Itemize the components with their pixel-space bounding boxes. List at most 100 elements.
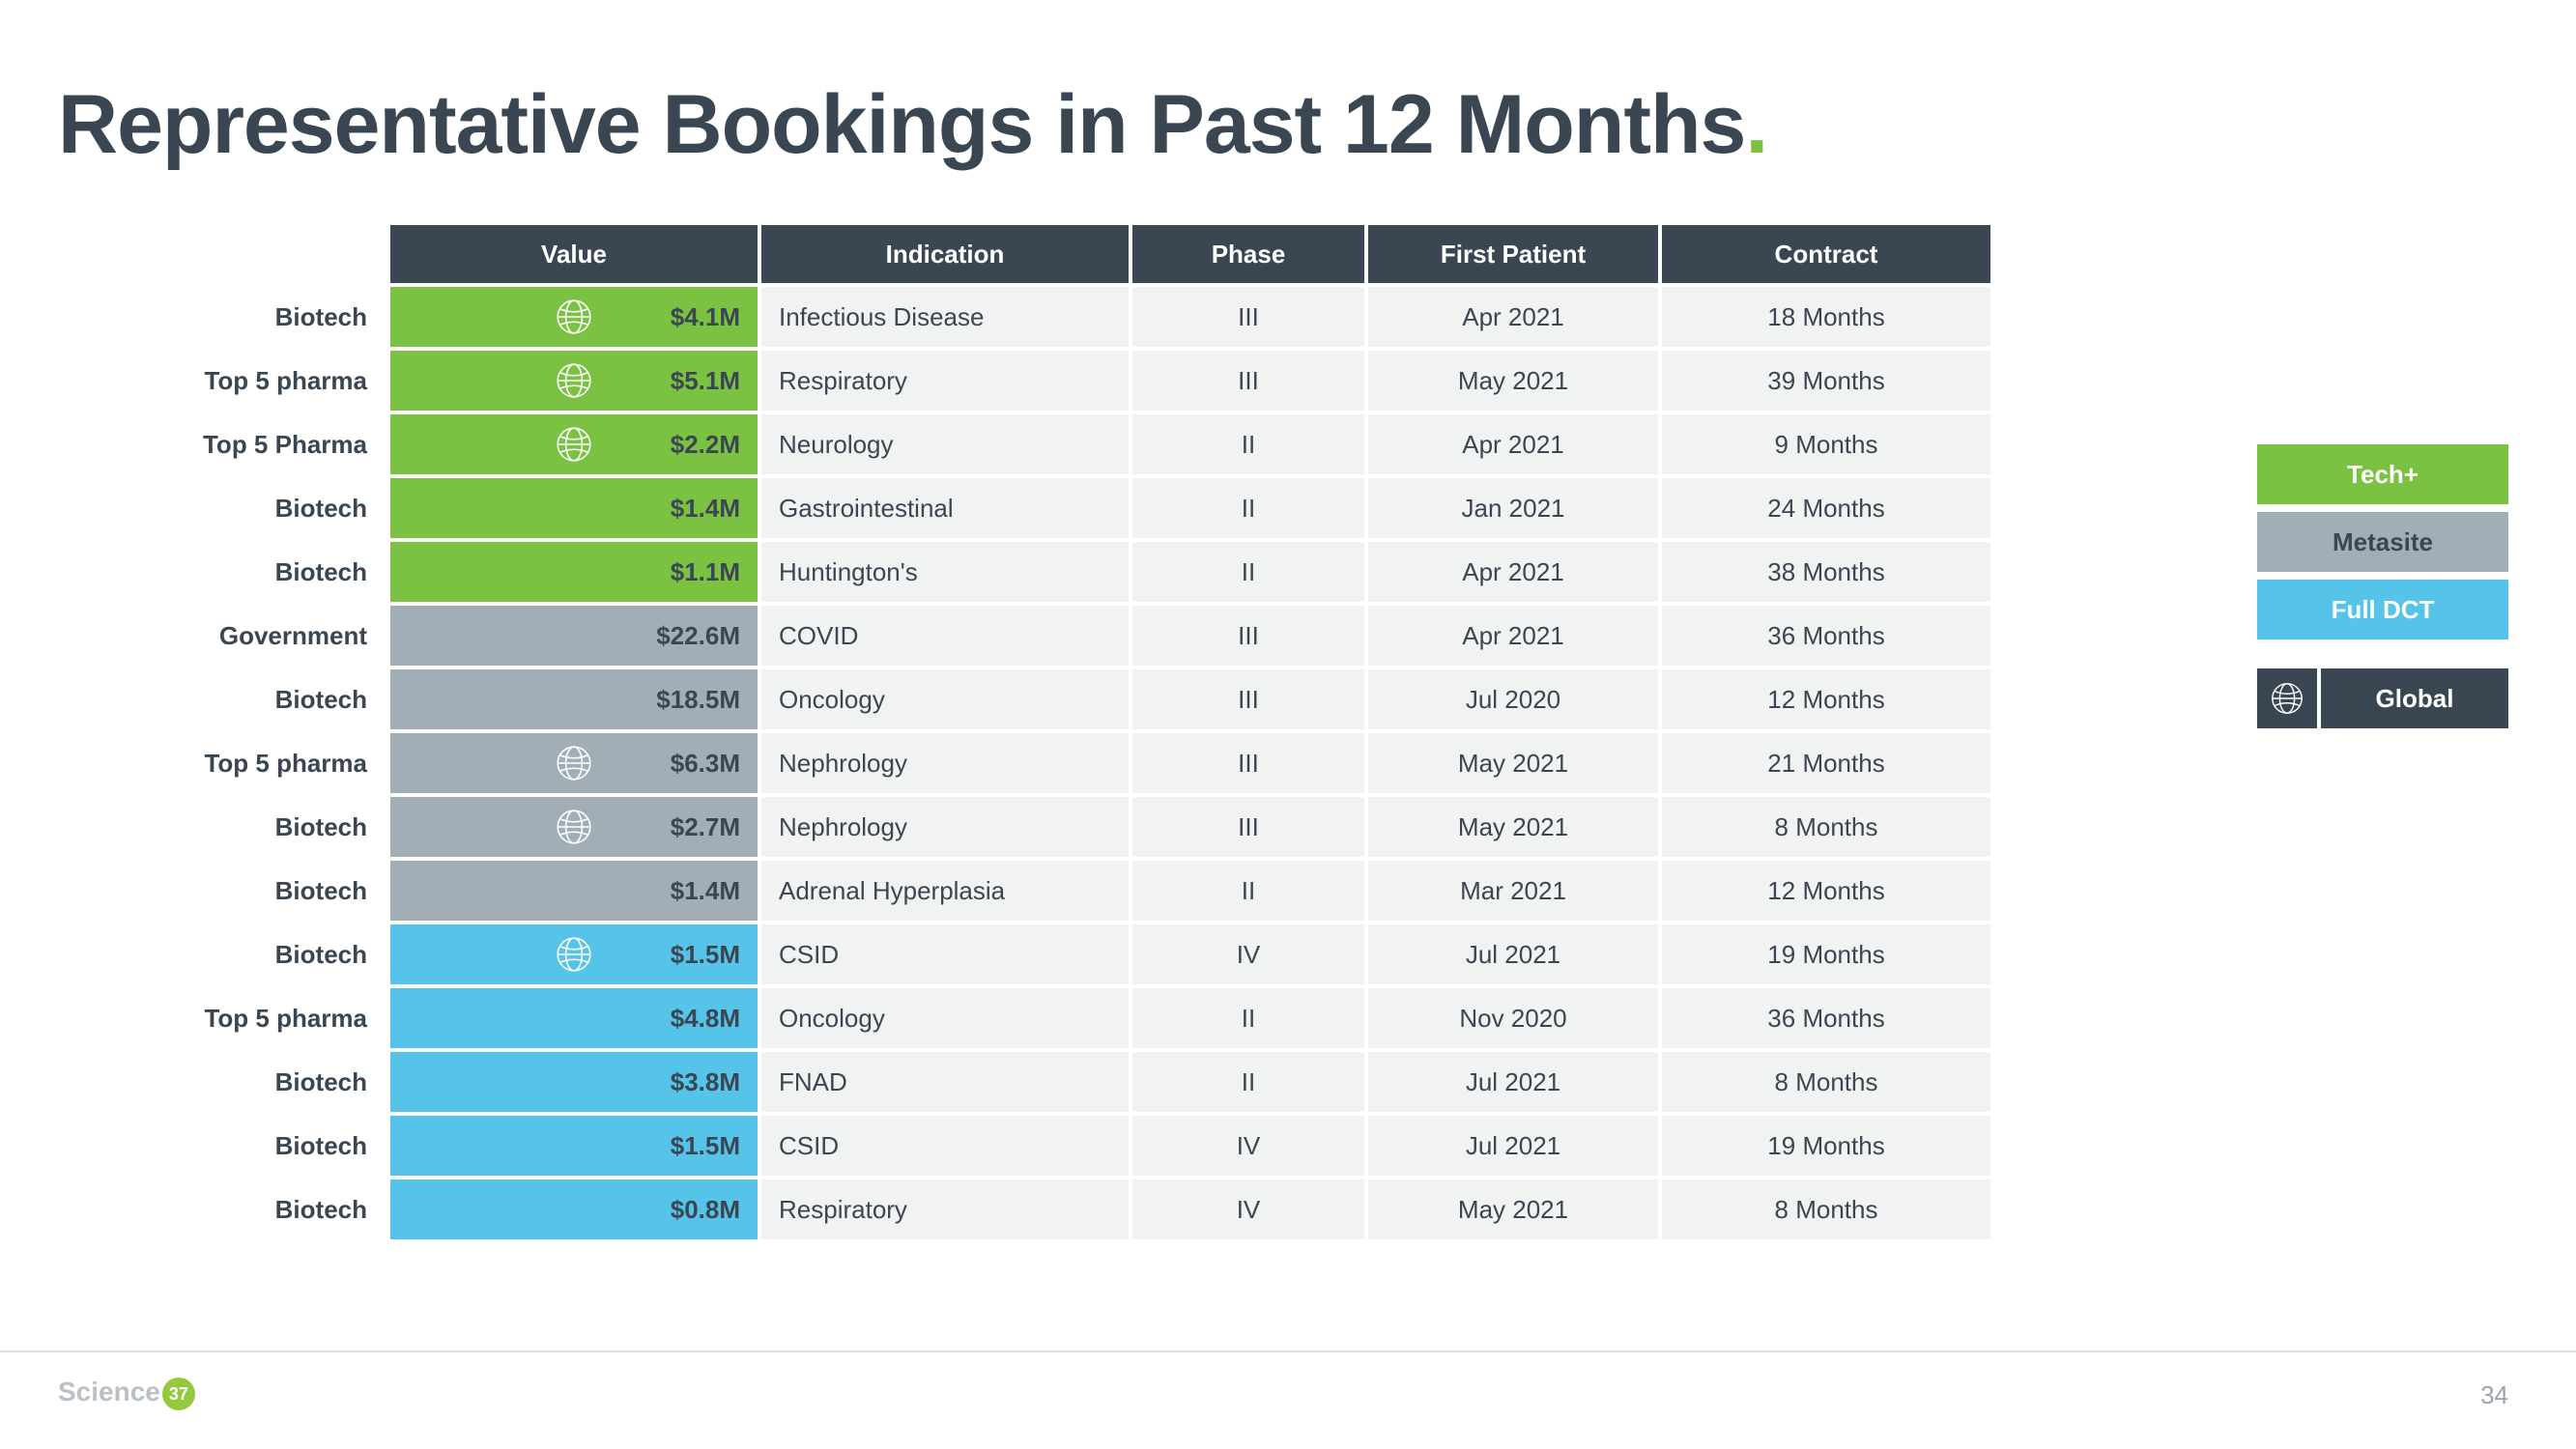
- value-cell: $3.8M: [390, 1052, 758, 1112]
- footer-divider: [0, 1350, 2576, 1352]
- indication-cell: Infectious Disease: [761, 287, 1129, 347]
- legend: Tech+ Metasite Full DCT Global: [2257, 444, 2508, 728]
- row-label: Top 5 pharma: [58, 349, 386, 412]
- contract-cell: 19 Months: [1662, 924, 1990, 984]
- contract-cell: 12 Months: [1662, 861, 1990, 921]
- globe-icon: [554, 934, 594, 975]
- value-cell: $18.5M: [390, 669, 758, 729]
- row-label: Top 5 Pharma: [58, 412, 386, 476]
- contract-cell: 19 Months: [1662, 1116, 1990, 1176]
- indication-cell: FNAD: [761, 1052, 1129, 1112]
- column-header: Indication: [761, 225, 1129, 283]
- phase-cell: III: [1132, 797, 1364, 857]
- value-cell: $5.1M: [390, 351, 758, 411]
- indication-cell: Oncology: [761, 669, 1129, 729]
- page-title: Representative Bookings in Past 12 Month…: [58, 77, 2518, 173]
- first-patient-cell: Jan 2021: [1368, 478, 1658, 538]
- globe-icon: [554, 360, 594, 401]
- indication-cell: COVID: [761, 606, 1129, 666]
- globe-icon: [554, 743, 594, 783]
- indication-cell: Gastrointestinal: [761, 478, 1129, 538]
- value-cell: $0.8M: [390, 1179, 758, 1239]
- table-row: $5.1MRespiratoryIIIMay 202139 Months: [390, 351, 1990, 411]
- value-cell: $1.4M: [390, 861, 758, 921]
- contract-cell: 21 Months: [1662, 733, 1990, 793]
- row-label: Biotech: [58, 1050, 386, 1114]
- legend-tech: Tech+: [2257, 444, 2508, 504]
- phase-cell: III: [1132, 733, 1364, 793]
- globe-icon: [554, 424, 594, 465]
- logo-text: Science: [58, 1377, 160, 1406]
- phase-cell: III: [1132, 669, 1364, 729]
- value-cell: $1.5M: [390, 1116, 758, 1176]
- row-label: Biotech: [58, 795, 386, 859]
- phase-cell: III: [1132, 351, 1364, 411]
- row-label: Biotech: [58, 923, 386, 986]
- indication-cell: Respiratory: [761, 351, 1129, 411]
- phase-cell: II: [1132, 542, 1364, 602]
- indication-cell: Neurology: [761, 414, 1129, 474]
- first-patient-cell: Mar 2021: [1368, 861, 1658, 921]
- globe-icon: [554, 297, 594, 337]
- row-label: Biotech: [58, 540, 386, 604]
- contract-cell: 8 Months: [1662, 797, 1990, 857]
- contract-cell: 9 Months: [1662, 414, 1990, 474]
- value-cell: $1.1M: [390, 542, 758, 602]
- indication-cell: Oncology: [761, 988, 1129, 1048]
- indication-cell: CSID: [761, 1116, 1129, 1176]
- first-patient-cell: May 2021: [1368, 733, 1658, 793]
- row-label: Biotech: [58, 285, 386, 349]
- value-cell: $2.7M: [390, 797, 758, 857]
- table-row: $1.4MAdrenal HyperplasiaIIMar 202112 Mon…: [390, 861, 1990, 921]
- value-cell: $4.8M: [390, 988, 758, 1048]
- column-header: First Patient: [1368, 225, 1658, 283]
- contract-cell: 39 Months: [1662, 351, 1990, 411]
- table-row: $3.8MFNADIIJul 20218 Months: [390, 1052, 1990, 1112]
- bookings-table: BiotechTop 5 pharmaTop 5 PharmaBiotechBi…: [58, 221, 1994, 1243]
- phase-cell: II: [1132, 414, 1364, 474]
- row-label: Top 5 pharma: [58, 731, 386, 795]
- phase-cell: IV: [1132, 1179, 1364, 1239]
- first-patient-cell: May 2021: [1368, 1179, 1658, 1239]
- globe-icon: [2257, 668, 2317, 728]
- contract-cell: 36 Months: [1662, 606, 1990, 666]
- row-label: Biotech: [58, 1178, 386, 1241]
- first-patient-cell: Apr 2021: [1368, 414, 1658, 474]
- first-patient-cell: Jul 2021: [1368, 924, 1658, 984]
- first-patient-cell: Jul 2020: [1368, 669, 1658, 729]
- first-patient-cell: Apr 2021: [1368, 542, 1658, 602]
- table-row: $4.8MOncologyIINov 202036 Months: [390, 988, 1990, 1048]
- row-label: Top 5 pharma: [58, 986, 386, 1050]
- first-patient-cell: Apr 2021: [1368, 606, 1658, 666]
- table-row: $1.4MGastrointestinalIIJan 202124 Months: [390, 478, 1990, 538]
- contract-cell: 38 Months: [1662, 542, 1990, 602]
- contract-cell: 8 Months: [1662, 1179, 1990, 1239]
- indication-cell: Adrenal Hyperplasia: [761, 861, 1129, 921]
- legend-dct: Full DCT: [2257, 580, 2508, 639]
- column-header: Phase: [1132, 225, 1364, 283]
- first-patient-cell: Nov 2020: [1368, 988, 1658, 1048]
- phase-cell: III: [1132, 287, 1364, 347]
- globe-icon: [554, 807, 594, 847]
- page-number: 34: [2480, 1380, 2508, 1410]
- indication-cell: Nephrology: [761, 733, 1129, 793]
- phase-cell: III: [1132, 606, 1364, 666]
- value-cell: $2.2M: [390, 414, 758, 474]
- value-cell: $1.5M: [390, 924, 758, 984]
- row-label: Government: [58, 604, 386, 668]
- value-cell: $6.3M: [390, 733, 758, 793]
- table-row: $22.6MCOVIDIIIApr 202136 Months: [390, 606, 1990, 666]
- contract-cell: 36 Months: [1662, 988, 1990, 1048]
- table-row: $0.8MRespiratoryIVMay 20218 Months: [390, 1179, 1990, 1239]
- row-label: Biotech: [58, 668, 386, 731]
- row-label: Biotech: [58, 476, 386, 540]
- phase-cell: II: [1132, 1052, 1364, 1112]
- value-cell: $1.4M: [390, 478, 758, 538]
- contract-cell: 8 Months: [1662, 1052, 1990, 1112]
- value-cell: $22.6M: [390, 606, 758, 666]
- row-label: Biotech: [58, 859, 386, 923]
- indication-cell: Respiratory: [761, 1179, 1129, 1239]
- table-row: $1.5MCSIDIVJul 202119 Months: [390, 1116, 1990, 1176]
- row-label: Biotech: [58, 1114, 386, 1178]
- legend-global: Global: [2257, 668, 2508, 728]
